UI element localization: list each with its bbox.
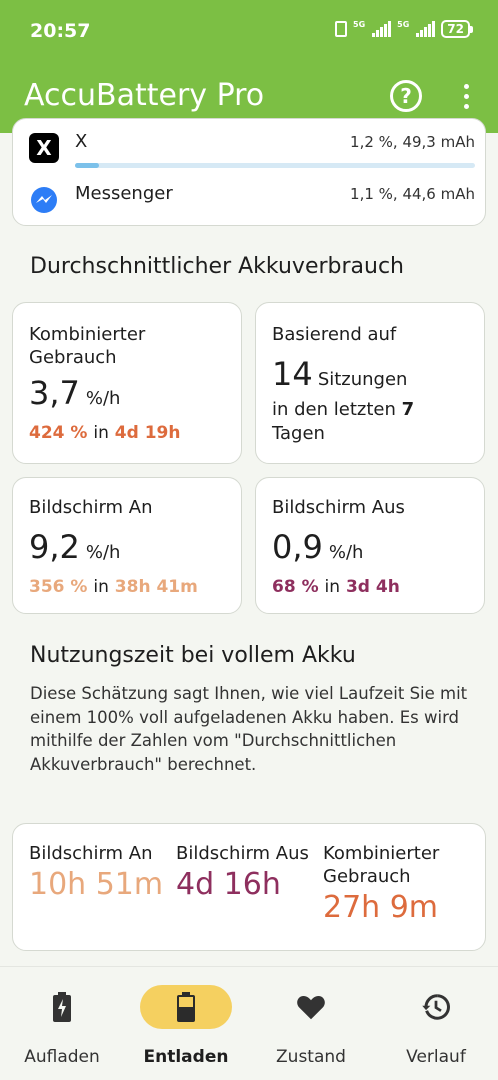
full-screen-off: Bildschirm Aus 4d 16h — [176, 843, 309, 902]
full-combined: Kombinierter Gebrauch 27h 9m — [323, 843, 440, 925]
section-description: Diese Schätzung sagt Ihnen, wie viel Lau… — [30, 684, 468, 774]
messenger-logo-icon — [29, 185, 59, 215]
nav-label: Zustand — [276, 1047, 346, 1067]
card-value: 3,7 %/h — [29, 374, 121, 412]
screen-off-card[interactable]: Bildschirm Aus 0,9 %/h 68 % in 3d 4h — [255, 477, 485, 614]
nav-label: Verlauf — [406, 1047, 466, 1067]
nav-label: Entladen — [143, 1047, 229, 1067]
heart-icon — [297, 995, 325, 1020]
battery-status-icon: 72 — [441, 20, 473, 38]
signal-icon — [372, 21, 392, 37]
combined-usage-card[interactable]: Kombinierter Gebrauch 3,7 %/h 424 % in 4d… — [12, 302, 242, 464]
screen-on-card[interactable]: Bildschirm An 9,2 %/h 356 % in 38h 41m — [12, 477, 242, 614]
x-logo-icon: X — [29, 133, 59, 163]
nav-item-verlauf[interactable]: Verlauf — [374, 967, 498, 1067]
signal-icon — [416, 21, 436, 37]
card-subtext: 356 % in 38h 41m — [29, 577, 198, 597]
app-name: X — [75, 131, 88, 152]
app-title: AccuBattery Pro — [24, 78, 265, 113]
app-usage-card: X X 1,2 %, 49,3 mAh Messenger 1,1 %, 44,… — [12, 118, 486, 226]
battery-discharging-icon — [177, 992, 195, 1022]
card-label: Basierend auf — [272, 324, 397, 345]
network-type-1: 5G — [353, 20, 366, 29]
section-title: Durchschnittlicher Akkuverbrauch — [30, 254, 404, 279]
app-name: Messenger — [75, 183, 173, 204]
card-value: 9,2 %/h — [29, 528, 121, 566]
full-screen-on: Bildschirm An 10h 51m — [29, 843, 164, 902]
sessions-count: 14 Sitzungen — [272, 355, 408, 393]
card-subtext: 68 % in 3d 4h — [272, 577, 400, 597]
app-usage-bar — [75, 163, 475, 168]
battery-charging-icon — [53, 992, 71, 1022]
card-label: Kombinierter Gebrauch — [29, 324, 146, 368]
card-label: Bildschirm An — [29, 497, 153, 518]
app-usage-value: 1,1 %, 44,6 mAh — [350, 185, 475, 203]
app-usage-row[interactable]: Messenger 1,1 %, 44,6 mAh — [13, 181, 487, 221]
nav-item-entladen[interactable]: Entladen — [124, 967, 248, 1067]
network-type-2: 5G — [397, 20, 410, 29]
nav-item-zustand[interactable]: Zustand — [249, 967, 373, 1067]
app-header: 20:57 5G 5G 72 AccuBattery Pro ? — [0, 0, 498, 133]
card-value: 0,9 %/h — [272, 528, 364, 566]
sessions-range: in den letzten 7 Tagen — [272, 399, 415, 444]
vibrate-icon — [335, 21, 348, 37]
nav-label: Aufladen — [24, 1047, 100, 1067]
app-usage-row[interactable]: X X 1,2 %, 49,3 mAh — [13, 131, 487, 171]
app-usage-value: 1,2 %, 49,3 mAh — [350, 133, 475, 151]
section-title: Nutzungszeit bei vollem Akku — [30, 643, 356, 668]
sessions-card[interactable]: Basierend auf 14 Sitzungen in den letzte… — [255, 302, 485, 464]
status-time: 20:57 — [30, 20, 91, 42]
card-label: Bildschirm Aus — [272, 497, 405, 518]
history-icon — [422, 994, 450, 1020]
app-usage-bar-fill — [75, 163, 99, 168]
bottom-navigation: Aufladen Entladen Zustand Verlauf — [0, 966, 498, 1080]
nav-item-aufladen[interactable]: Aufladen — [0, 967, 124, 1067]
card-subtext: 424 % in 4d 19h — [29, 423, 181, 443]
status-icons: 5G 5G 72 — [335, 20, 473, 38]
full-charge-card[interactable]: Bildschirm An 10h 51m Bildschirm Aus 4d … — [12, 823, 486, 951]
more-vert-icon[interactable] — [456, 80, 476, 112]
help-circle-icon[interactable]: ? — [390, 80, 422, 112]
